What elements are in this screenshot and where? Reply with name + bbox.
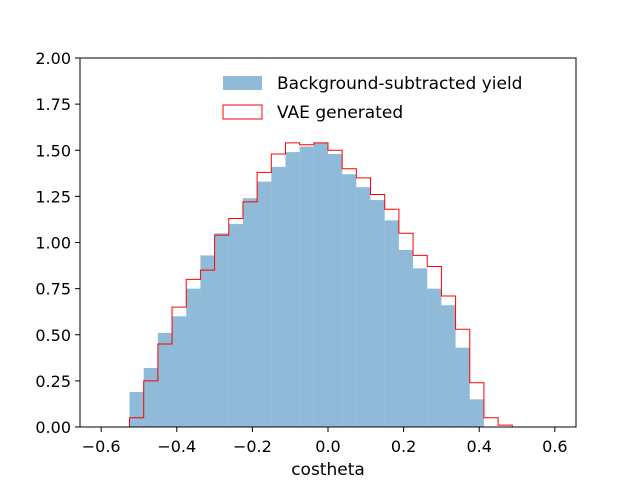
legend-swatch-yield: [223, 76, 262, 90]
yield-bar: [200, 255, 215, 427]
x-tick-label: 0.6: [542, 437, 567, 456]
yield-bar: [328, 153, 343, 427]
x-tick-label: 0.2: [391, 437, 416, 456]
x-tick-label: 0.0: [315, 437, 340, 456]
yield-bar: [285, 152, 300, 427]
y-tick-label: 2.00: [35, 49, 71, 68]
legend-label-yield: Background-subtracted yield: [277, 74, 522, 94]
yield-bar: [228, 224, 243, 427]
yield-bar: [441, 305, 456, 427]
yield-bar: [271, 166, 286, 428]
y-tick-label: 0.00: [35, 418, 71, 437]
yield-bar: [172, 316, 187, 427]
y-tick-label: 1.75: [35, 95, 71, 114]
yield-bar: [242, 198, 258, 427]
yield-bars: [129, 142, 484, 428]
x-tick-label: −0.6: [82, 437, 121, 456]
yield-bar: [157, 332, 173, 427]
yield-bar: [356, 187, 371, 427]
x-axis-label: costheta: [291, 460, 365, 480]
y-tick-label: 1.25: [35, 187, 71, 206]
yield-bar: [413, 268, 428, 427]
yield-bar: [214, 233, 229, 427]
yield-bar: [398, 249, 414, 427]
y-tick-label: 1.50: [35, 141, 71, 160]
legend: Background-subtracted yield VAE generate…: [222, 74, 522, 123]
yield-bar: [257, 181, 272, 427]
yield-bar: [427, 288, 442, 427]
x-tick-label: −0.4: [157, 437, 196, 456]
y-tick-label: 1.00: [35, 234, 71, 253]
yield-bar: [143, 367, 158, 427]
y-axis-ticks: 0.00 0.25 0.50 0.75 1.00 1.25 1.50 1.75 2.00: [35, 49, 80, 437]
yield-bar: [455, 347, 470, 427]
yield-bar: [299, 146, 314, 427]
y-tick-label: 0.75: [35, 280, 71, 299]
yield-bar: [186, 288, 201, 427]
yield-bar: [313, 142, 328, 427]
x-tick-label: 0.4: [466, 437, 491, 456]
legend-label-vae: VAE generated: [277, 103, 403, 123]
yield-bar: [469, 399, 484, 427]
yield-bar: [342, 174, 357, 427]
x-axis-ticks: −0.6 −0.4 −0.2 0.0 0.2 0.4 0.6: [82, 427, 568, 456]
y-tick-label: 0.25: [35, 372, 71, 391]
x-tick-label: −0.2: [233, 437, 272, 456]
yield-bar: [384, 220, 399, 427]
yield-bar: [129, 391, 144, 427]
y-tick-label: 0.50: [35, 326, 71, 345]
legend-swatch-vae: [222, 104, 263, 120]
vae-generated-step-line: [101, 142, 555, 428]
yield-bar: [370, 200, 385, 427]
